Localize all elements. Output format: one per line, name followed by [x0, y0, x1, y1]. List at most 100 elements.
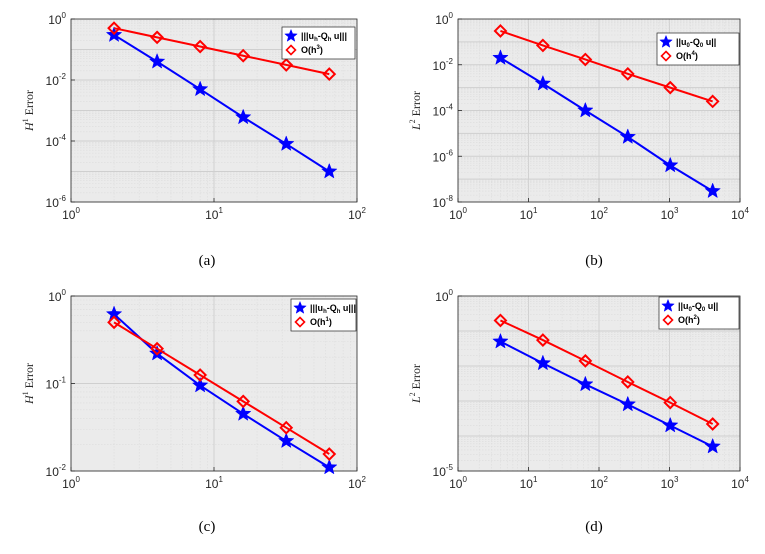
x-tick-label: 104 [731, 475, 749, 491]
x-tick-label: 100 [449, 475, 467, 491]
data-point [322, 447, 337, 461]
legend-entry: O(h1) [310, 317, 332, 327]
series-red [493, 24, 720, 109]
series-line [113, 27, 330, 76]
data-point [148, 52, 166, 69]
y-tick-label: 10-4 [46, 133, 67, 149]
data-point [107, 315, 121, 330]
x-tick-label: 103 [661, 475, 679, 491]
data-point [277, 432, 295, 449]
data-point [663, 395, 678, 410]
series-line [500, 30, 713, 103]
y-tick-label: 100 [435, 288, 453, 304]
y-tick-label: 100 [435, 11, 453, 27]
y-tick-label: 10-6 [433, 148, 454, 164]
series-blue [492, 49, 721, 199]
data-point [150, 341, 165, 356]
data-point [321, 458, 338, 475]
legend-entry: |||uh-Qh u||| [301, 31, 347, 43]
data-point [661, 416, 679, 433]
y-tick-label: 10-6 [46, 194, 67, 210]
data-point [191, 80, 209, 97]
series-line [113, 313, 330, 469]
series-line [113, 34, 330, 173]
data-point [578, 52, 593, 67]
x-tick-label: 102 [348, 206, 366, 222]
data-point [279, 420, 294, 435]
legend: ||u0-Q0 u|| O(h4) [656, 32, 740, 66]
y-tick-label: 100 [48, 11, 66, 27]
chart-b: 100 101 102 103 104 10-8 10-6 10-4 10-2 100 L2 Err… [408, 11, 749, 269]
data-point [620, 66, 635, 81]
y-axis-label: L2 Error [408, 364, 423, 404]
data-point [619, 395, 637, 412]
data-point [705, 417, 720, 431]
x-tick-label: 102 [348, 475, 366, 491]
series-line [499, 57, 714, 192]
chart-c: 100 101 102 10-2 10-1 100 H1 Error |||uh-Qh u||… [21, 288, 366, 535]
data-point [193, 368, 208, 382]
data-point [492, 332, 509, 349]
x-tick-label: 100 [62, 475, 80, 491]
y-tick-label: 10-5 [433, 463, 454, 479]
subfigure-caption: (b) [585, 253, 603, 269]
data-point [321, 162, 338, 179]
x-tick-label: 102 [590, 206, 608, 222]
data-point [577, 375, 594, 392]
x-tick-label: 100 [449, 206, 467, 222]
legend-entry: |||uh-Qh u||| [310, 303, 356, 315]
data-point [236, 394, 251, 409]
data-point [234, 108, 252, 125]
data-point [534, 74, 552, 91]
series-red [493, 313, 720, 431]
x-tick-label: 102 [590, 475, 608, 491]
x-tick-label: 104 [731, 206, 749, 222]
x-tick-label: 101 [205, 206, 223, 222]
y-tick-label: 10-4 [433, 103, 454, 119]
data-point [704, 437, 721, 454]
legend-entry: O(h3) [301, 45, 323, 55]
data-point [236, 48, 251, 63]
y-tick-label: 100 [48, 288, 66, 304]
y-tick-label: 10-1 [46, 376, 67, 392]
subfigure-caption: (c) [199, 519, 216, 535]
y-tick-label: 10-2 [46, 463, 67, 479]
legend-entry: ||u0-Q0 u|| [676, 37, 716, 49]
data-point [619, 128, 637, 144]
legend: |||uh-Qh u||| O(h1) [290, 298, 357, 332]
data-point [191, 376, 209, 393]
data-point [534, 354, 552, 371]
legend-entry: O(h4) [676, 51, 698, 61]
data-point [193, 39, 208, 54]
chart-a: 100 101 102 10-6 10-4 10-2 100 H1 Error |||uh-Qh… [21, 11, 366, 269]
data-point [535, 38, 550, 53]
data-point [620, 375, 635, 389]
series-blue [492, 332, 721, 454]
legend-entry: ||u0-Q0 u|| [678, 301, 718, 313]
series-red [107, 21, 337, 82]
y-axis-label: H1 Error [21, 363, 36, 405]
series-red [107, 315, 337, 461]
series-line [499, 340, 714, 448]
data-point [704, 182, 721, 199]
data-point [277, 135, 295, 151]
x-tick-label: 101 [520, 475, 538, 491]
data-point [107, 21, 121, 36]
data-point [492, 49, 509, 65]
data-point [663, 80, 678, 95]
y-tick-label: 10-2 [433, 57, 454, 73]
x-tick-label: 101 [205, 475, 223, 491]
data-point [150, 30, 165, 45]
y-axis-label: H1 Error [21, 90, 36, 132]
subfigure-caption: (d) [585, 519, 603, 535]
data-point [535, 333, 550, 348]
data-point [279, 57, 294, 72]
subfigure-caption: (a) [199, 253, 216, 269]
data-point [661, 156, 679, 173]
data-point [705, 94, 720, 109]
data-point [493, 24, 508, 38]
series-line [500, 319, 714, 425]
data-point [493, 313, 508, 328]
